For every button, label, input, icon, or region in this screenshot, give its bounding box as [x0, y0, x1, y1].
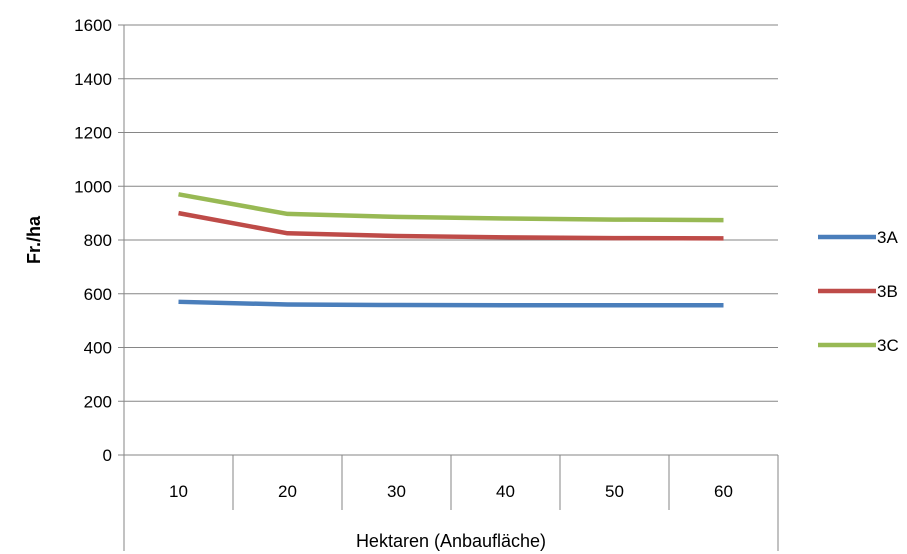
legend-label-3a: 3A: [877, 228, 898, 247]
y-tick-label: 200: [84, 392, 112, 411]
y-axis-title: Fr./ha: [24, 215, 44, 264]
x-axis-title: Hektaren (Anbaufläche): [356, 531, 546, 551]
series-line-3a: [178, 299, 724, 308]
y-tick-label: 800: [84, 231, 112, 250]
x-tick-label: 20: [278, 482, 297, 501]
y-tick-label: 1200: [74, 124, 112, 143]
x-tick-label: 10: [169, 482, 188, 501]
legend: 3A 3B 3C: [818, 228, 899, 355]
x-tick-label: 30: [387, 482, 406, 501]
series-line-3b: [178, 210, 724, 241]
gridlines: [118, 24, 778, 456]
x-tick-label: 50: [605, 482, 624, 501]
tick-labels: 0 200 400 600 800 1000 1200 1400 1600 10 20 30 40 50 6…: [74, 16, 733, 501]
y-tick-label: 1400: [74, 70, 112, 89]
y-tick-label: 1600: [74, 16, 112, 35]
y-tick-label: 0: [103, 446, 112, 465]
legend-label-3b: 3B: [877, 282, 898, 301]
x-tick-label: 60: [714, 482, 733, 501]
x-tick-label: 40: [496, 482, 515, 501]
y-tick-label: 1000: [74, 177, 112, 196]
series-lines: [178, 192, 724, 308]
y-tick-label: 600: [84, 285, 112, 304]
axes: [123, 25, 779, 551]
legend-label-3c: 3C: [877, 336, 899, 355]
y-tick-label: 400: [84, 339, 112, 358]
series-line-3c: [178, 192, 724, 223]
